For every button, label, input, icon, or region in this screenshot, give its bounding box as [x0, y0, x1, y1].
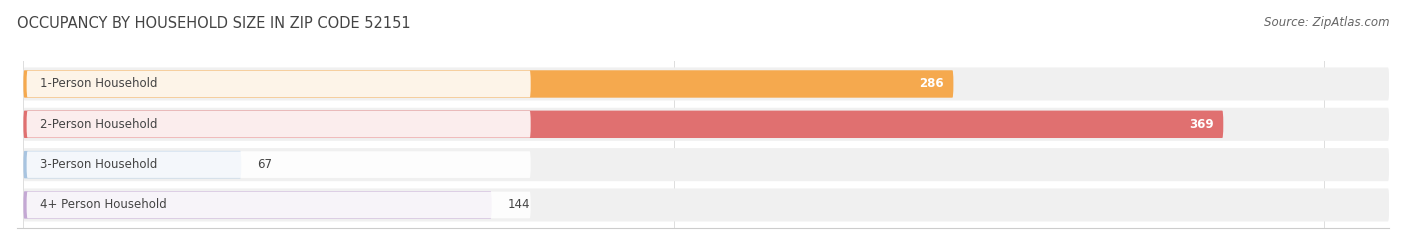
FancyBboxPatch shape — [24, 70, 953, 98]
FancyBboxPatch shape — [24, 188, 1389, 222]
Text: 1-Person Household: 1-Person Household — [39, 77, 157, 90]
Text: 3-Person Household: 3-Person Household — [39, 158, 157, 171]
FancyBboxPatch shape — [24, 148, 1389, 181]
FancyBboxPatch shape — [24, 67, 1389, 100]
Text: 144: 144 — [508, 199, 530, 212]
Text: 2-Person Household: 2-Person Household — [39, 118, 157, 131]
Text: Source: ZipAtlas.com: Source: ZipAtlas.com — [1264, 16, 1389, 29]
Text: OCCUPANCY BY HOUSEHOLD SIZE IN ZIP CODE 52151: OCCUPANCY BY HOUSEHOLD SIZE IN ZIP CODE … — [17, 16, 411, 31]
FancyBboxPatch shape — [24, 111, 1223, 138]
FancyBboxPatch shape — [24, 151, 242, 178]
FancyBboxPatch shape — [24, 191, 492, 219]
FancyBboxPatch shape — [27, 111, 530, 138]
Text: 369: 369 — [1189, 118, 1213, 131]
FancyBboxPatch shape — [27, 151, 530, 178]
Text: 4+ Person Household: 4+ Person Household — [39, 199, 166, 212]
Text: 286: 286 — [920, 77, 943, 90]
FancyBboxPatch shape — [24, 108, 1389, 141]
FancyBboxPatch shape — [27, 71, 530, 97]
Text: 67: 67 — [257, 158, 273, 171]
FancyBboxPatch shape — [27, 192, 530, 218]
